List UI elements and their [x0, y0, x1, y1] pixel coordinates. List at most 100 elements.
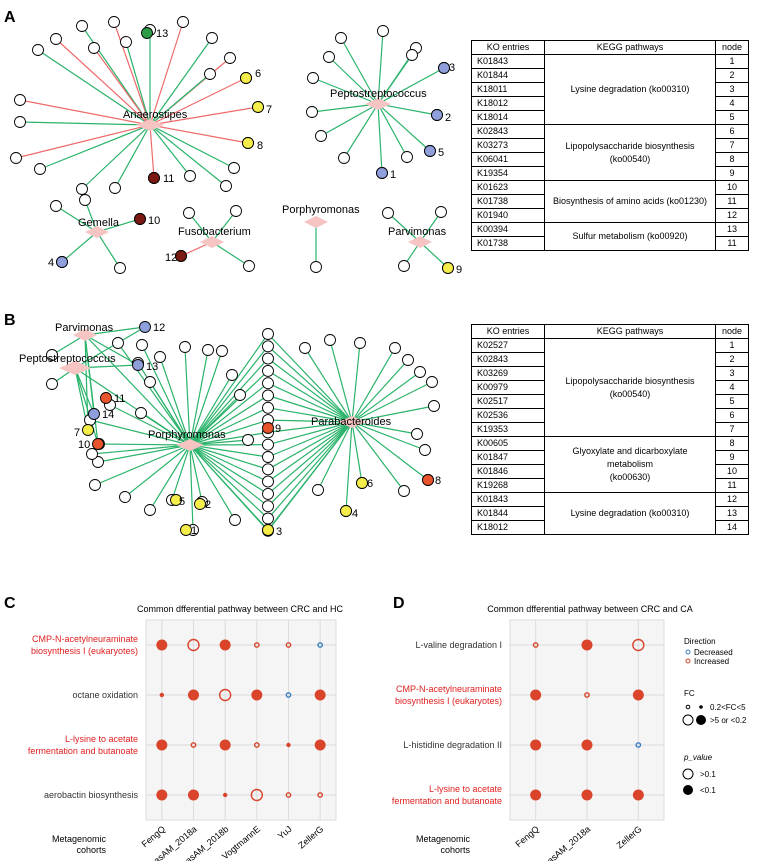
- data-point: [190, 742, 197, 748]
- ko-entry: K02517: [471, 394, 545, 409]
- col-header-ko: KO entries: [471, 40, 545, 55]
- network-edge: [74, 367, 191, 446]
- network-node: [206, 32, 218, 44]
- network-node: [262, 512, 274, 525]
- data-point: [219, 639, 231, 651]
- table-row: K00979 4: [471, 380, 749, 395]
- network-edge: [189, 350, 223, 446]
- genus-label-parabacteroides: Parabacteroides: [311, 416, 392, 428]
- network-edge: [267, 370, 353, 423]
- genus-node: [200, 236, 224, 248]
- node-number: 10: [715, 180, 749, 195]
- node-number: 13: [715, 222, 749, 237]
- network-node: [226, 369, 238, 381]
- legend-title: p_value: [683, 753, 713, 762]
- table-row: K01623 Biosynthesis of amino acids (ko012…: [471, 180, 749, 223]
- genus-label-peptostreptococcus-b: Peptostreptococcus: [19, 353, 116, 365]
- node-label: 5: [438, 147, 444, 159]
- ko-entry: K01843: [471, 492, 545, 507]
- ko-entry: K18012: [471, 520, 545, 535]
- network-edge: [159, 356, 191, 446]
- data-point: [584, 692, 590, 698]
- network-edge: [317, 421, 353, 491]
- legend-item: Decreased: [694, 648, 733, 657]
- network-node: [100, 392, 112, 404]
- network-edge: [340, 37, 379, 105]
- ko-table-a: KO entries KEGG pathways node K01843 Lysi…: [471, 40, 749, 251]
- network-edge: [84, 334, 89, 431]
- node-number: 9: [715, 166, 749, 181]
- network-edge: [377, 103, 383, 174]
- network-edge: [419, 211, 442, 243]
- node-label: 13: [156, 28, 168, 40]
- network-edge: [267, 421, 353, 507]
- node-label: 12: [153, 322, 165, 334]
- plot-area: [145, 619, 337, 821]
- x-axis-label: cohorts: [440, 845, 470, 855]
- network-edge: [345, 421, 353, 512]
- network-node: [389, 342, 401, 354]
- ko-entry: K18011: [471, 82, 545, 97]
- network-node: [228, 162, 240, 174]
- legend-dot: [685, 658, 691, 664]
- network-edge: [189, 358, 269, 446]
- table-row: K02517 5: [471, 394, 749, 409]
- network-node: [132, 359, 144, 371]
- network-node: [242, 137, 254, 149]
- network-node: [148, 172, 160, 184]
- network-edge: [267, 421, 353, 446]
- network-edge: [137, 362, 191, 446]
- network-node: [109, 182, 121, 194]
- node-number: 8: [715, 152, 749, 167]
- network-edge: [267, 419, 353, 423]
- node-number: 12: [715, 492, 749, 507]
- network-edge: [84, 334, 191, 446]
- x-axis-label: Metagenomic: [416, 834, 471, 844]
- ko-entry: K18012: [471, 96, 545, 111]
- network-node: [32, 44, 44, 56]
- network-edge: [125, 41, 151, 126]
- data-point: [156, 639, 168, 651]
- node-label: 1: [191, 525, 197, 537]
- node-label: 6: [367, 478, 373, 490]
- network-edge: [94, 444, 191, 486]
- network-node: [108, 16, 120, 28]
- table-row: K01843 Lysine degradation (ko00310) 12: [471, 492, 749, 535]
- network-edge: [141, 344, 191, 446]
- network-node: [184, 170, 196, 182]
- network-node: [323, 51, 335, 63]
- node-label: 3: [276, 526, 282, 538]
- data-point: [285, 692, 292, 698]
- data-point: [218, 688, 232, 702]
- network-node: [135, 407, 147, 419]
- ko-entry: K01846: [471, 464, 545, 479]
- network-edge: [351, 421, 363, 484]
- node-label: 6: [255, 68, 261, 80]
- data-point: [581, 639, 593, 651]
- data-point: [285, 642, 292, 648]
- genus-label-peptostreptococcus: Peptostreptococcus: [330, 88, 427, 100]
- panel-label-d: D: [393, 595, 405, 612]
- genus-node: [176, 439, 204, 451]
- genus-label-parvimonas-b: Parvimonas: [55, 322, 114, 334]
- network-edge: [311, 103, 379, 113]
- legend-title: FC: [684, 689, 695, 698]
- data-point: [317, 642, 324, 648]
- node-label: 8: [435, 475, 441, 487]
- network-edge: [351, 347, 396, 423]
- cohort-tick-label: FengQ: [140, 824, 168, 849]
- network-edge: [189, 444, 269, 531]
- network-edge: [267, 421, 353, 470]
- ko-entry: K02536: [471, 408, 545, 423]
- network-node: [177, 16, 189, 28]
- network-node: [243, 260, 255, 272]
- network-edge: [351, 421, 405, 492]
- data-point: [530, 739, 542, 751]
- network-edge: [387, 212, 421, 243]
- network-edge: [98, 443, 191, 446]
- network-node: [240, 72, 252, 84]
- network-node: [424, 145, 436, 157]
- network-edge: [189, 444, 269, 470]
- network-node: [114, 262, 126, 274]
- network-edge: [55, 38, 151, 126]
